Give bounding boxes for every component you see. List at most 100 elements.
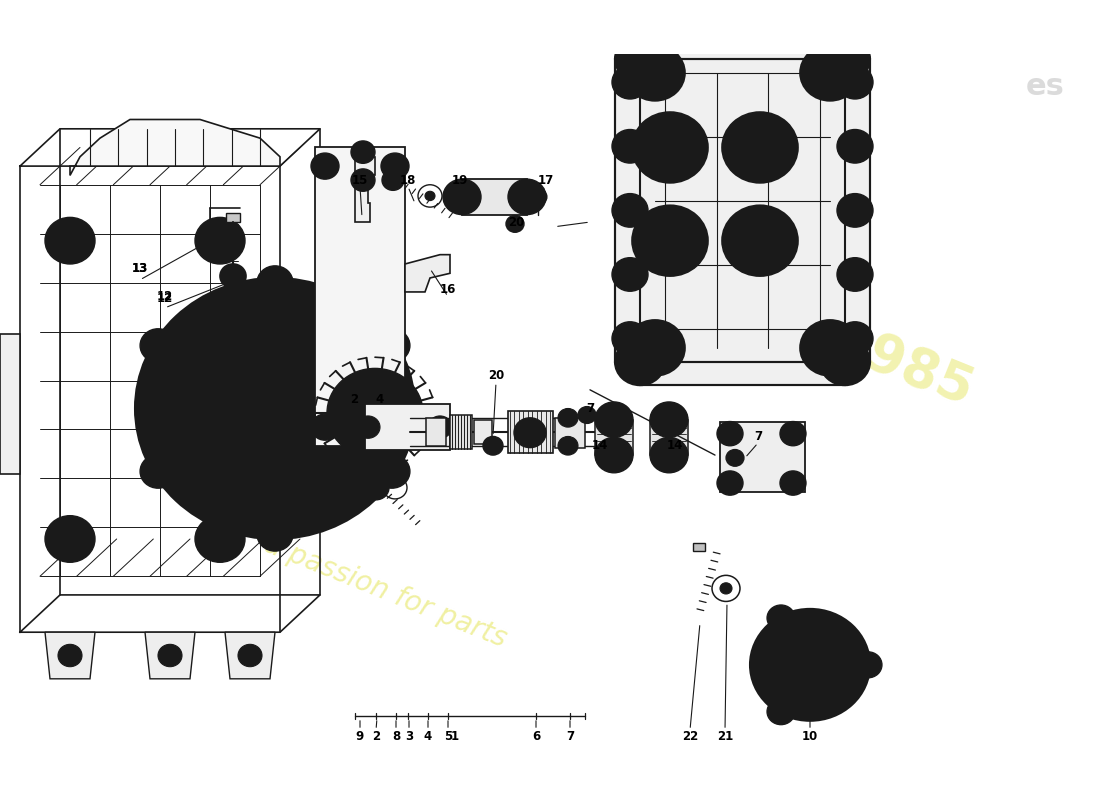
Text: 12: 12 bbox=[157, 292, 173, 305]
Circle shape bbox=[837, 66, 873, 99]
Text: 13: 13 bbox=[132, 262, 148, 275]
Text: 18: 18 bbox=[399, 174, 416, 186]
Circle shape bbox=[381, 414, 409, 440]
Circle shape bbox=[425, 191, 435, 201]
Circle shape bbox=[558, 409, 578, 427]
Text: 17: 17 bbox=[538, 174, 554, 186]
Circle shape bbox=[650, 438, 688, 473]
Circle shape bbox=[648, 127, 692, 168]
Text: 14: 14 bbox=[667, 439, 683, 452]
Circle shape bbox=[837, 258, 873, 291]
Text: 6: 6 bbox=[532, 730, 540, 743]
Text: 3: 3 bbox=[405, 730, 414, 743]
Circle shape bbox=[726, 450, 744, 466]
Polygon shape bbox=[0, 334, 20, 474]
Circle shape bbox=[612, 258, 648, 291]
Circle shape bbox=[612, 66, 648, 99]
Circle shape bbox=[750, 231, 770, 250]
Circle shape bbox=[846, 138, 864, 154]
Circle shape bbox=[595, 402, 632, 438]
Circle shape bbox=[837, 322, 873, 355]
Circle shape bbox=[621, 138, 639, 154]
Circle shape bbox=[612, 130, 648, 163]
Circle shape bbox=[257, 266, 293, 299]
Text: 5: 5 bbox=[444, 730, 452, 743]
Circle shape bbox=[846, 330, 864, 347]
Circle shape bbox=[625, 320, 685, 376]
Polygon shape bbox=[145, 632, 195, 679]
Bar bbox=[426, 418, 446, 446]
Text: 14: 14 bbox=[592, 439, 608, 452]
Circle shape bbox=[738, 127, 782, 168]
Text: 7: 7 bbox=[754, 430, 762, 443]
Polygon shape bbox=[226, 632, 275, 679]
Bar bbox=[474, 420, 492, 444]
Circle shape bbox=[140, 454, 176, 488]
Text: 8: 8 bbox=[392, 730, 400, 743]
Circle shape bbox=[786, 478, 799, 489]
Text: 21: 21 bbox=[717, 730, 733, 743]
Circle shape bbox=[245, 381, 305, 437]
Circle shape bbox=[558, 437, 578, 455]
Circle shape bbox=[195, 516, 245, 562]
Polygon shape bbox=[45, 632, 95, 679]
Circle shape bbox=[812, 331, 848, 365]
Circle shape bbox=[615, 338, 666, 385]
Circle shape bbox=[724, 478, 736, 489]
Circle shape bbox=[750, 609, 870, 721]
Circle shape bbox=[637, 331, 673, 365]
Circle shape bbox=[238, 644, 262, 666]
Circle shape bbox=[45, 516, 95, 562]
Circle shape bbox=[717, 422, 743, 446]
Circle shape bbox=[632, 206, 708, 276]
Circle shape bbox=[374, 329, 410, 362]
Circle shape bbox=[738, 220, 782, 261]
Text: 7: 7 bbox=[565, 730, 574, 743]
Bar bbox=[556, 418, 585, 448]
Circle shape bbox=[428, 416, 452, 438]
Circle shape bbox=[365, 404, 385, 422]
Circle shape bbox=[363, 475, 389, 500]
Circle shape bbox=[846, 266, 864, 283]
Circle shape bbox=[381, 153, 409, 179]
Circle shape bbox=[846, 202, 864, 218]
Circle shape bbox=[135, 278, 415, 539]
Bar bbox=[640, 35, 845, 385]
Circle shape bbox=[767, 698, 795, 725]
Circle shape bbox=[785, 642, 835, 688]
Text: 19: 19 bbox=[452, 174, 469, 186]
Circle shape bbox=[220, 264, 246, 288]
Text: 20: 20 bbox=[508, 215, 524, 229]
Circle shape bbox=[767, 605, 795, 631]
Circle shape bbox=[443, 179, 481, 214]
Circle shape bbox=[800, 45, 860, 101]
Circle shape bbox=[311, 414, 339, 440]
Circle shape bbox=[660, 231, 680, 250]
Bar bbox=[595, 420, 632, 455]
Circle shape bbox=[722, 206, 798, 276]
Circle shape bbox=[578, 406, 596, 423]
Circle shape bbox=[854, 652, 882, 678]
Circle shape bbox=[660, 138, 680, 157]
Circle shape bbox=[356, 416, 380, 438]
Bar bbox=[615, 59, 870, 362]
Circle shape bbox=[780, 422, 806, 446]
Bar bbox=[720, 422, 805, 492]
Circle shape bbox=[195, 218, 245, 264]
Bar bbox=[462, 179, 527, 214]
Text: 20: 20 bbox=[488, 370, 504, 382]
Circle shape bbox=[382, 170, 404, 190]
Circle shape bbox=[750, 138, 770, 157]
Bar bbox=[615, 59, 870, 362]
Circle shape bbox=[529, 189, 547, 206]
Circle shape bbox=[351, 169, 375, 191]
Circle shape bbox=[637, 56, 673, 90]
Text: 10: 10 bbox=[802, 730, 818, 743]
Circle shape bbox=[846, 74, 864, 90]
Text: 4: 4 bbox=[424, 730, 432, 743]
Circle shape bbox=[724, 428, 736, 439]
Text: 12: 12 bbox=[157, 290, 173, 303]
Text: 2: 2 bbox=[372, 730, 381, 743]
Text: 11: 11 bbox=[672, 0, 689, 3]
Circle shape bbox=[483, 437, 503, 455]
